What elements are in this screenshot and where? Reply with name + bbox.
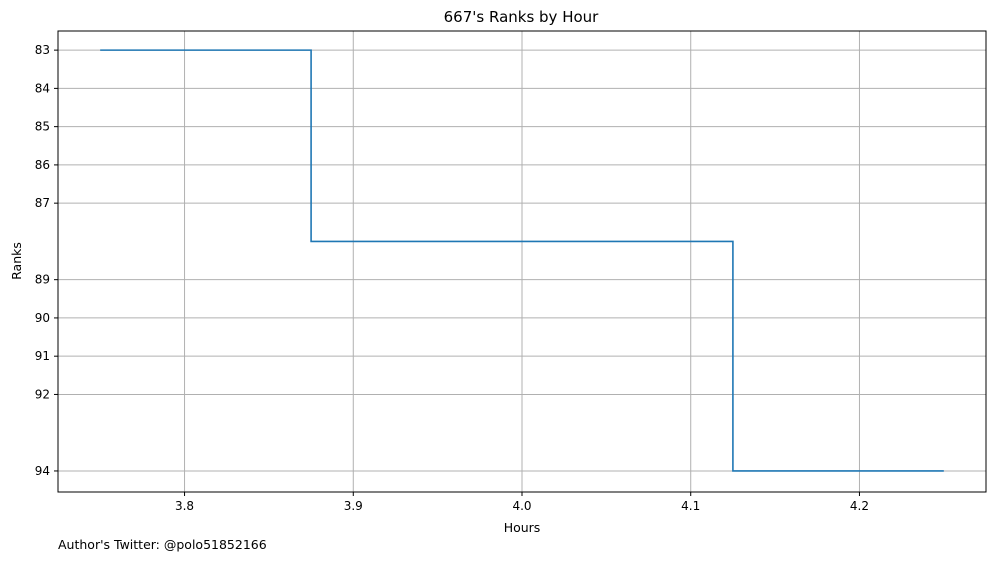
x-tick-label: 4.2 bbox=[850, 499, 869, 513]
y-tick-label: 90 bbox=[35, 311, 50, 325]
x-tick-label: 3.9 bbox=[344, 499, 363, 513]
ticks: 3.8 3.9 4.0 4.1 4.2 83 84 85 86 87 89 90 91 92 94 bbox=[35, 43, 869, 513]
y-tick-label: 83 bbox=[35, 43, 50, 57]
y-tick-label: 87 bbox=[35, 196, 50, 210]
x-tick-label: 4.0 bbox=[512, 499, 531, 513]
author-note: Author's Twitter: @polo51852166 bbox=[58, 537, 267, 552]
y-tick-label: 89 bbox=[35, 273, 50, 287]
x-axis-label: Hours bbox=[504, 520, 541, 535]
grid bbox=[58, 31, 986, 492]
plot-frame bbox=[57, 30, 987, 493]
x-tick-label: 3.8 bbox=[175, 499, 194, 513]
x-tick-label: 4.1 bbox=[681, 499, 700, 513]
y-tick-label: 92 bbox=[35, 387, 50, 401]
y-tick-label: 91 bbox=[35, 349, 50, 363]
rank-series-line bbox=[100, 49, 944, 472]
chart-title: 667's Ranks by Hour bbox=[444, 8, 600, 26]
y-axis-label: Ranks bbox=[9, 242, 24, 280]
y-tick-label: 84 bbox=[35, 81, 50, 95]
y-tick-label: 86 bbox=[35, 158, 50, 172]
y-tick-label: 85 bbox=[35, 120, 50, 134]
y-tick-label: 94 bbox=[35, 464, 50, 478]
series bbox=[100, 49, 944, 472]
